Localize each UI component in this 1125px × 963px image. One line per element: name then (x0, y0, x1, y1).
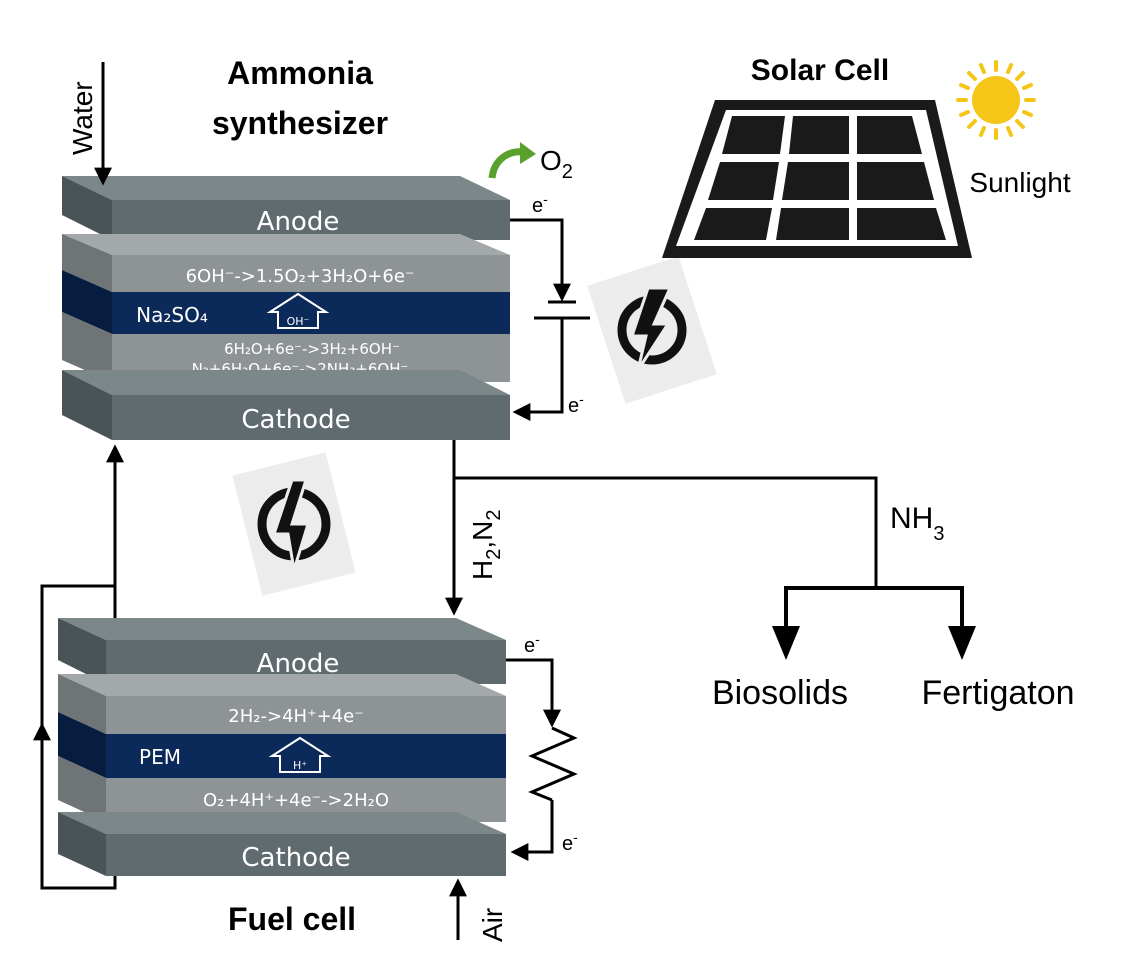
synthesizer-anode-reaction-layer: 6OH⁻->1.5O₂+3H₂O+6e⁻ (62, 234, 510, 292)
curved-green-arrow-icon (488, 148, 525, 179)
gas-flow-label: H2,N2 (467, 510, 505, 580)
o2-label: O2 (540, 145, 573, 183)
solar-cell-title: Solar Cell (751, 54, 889, 87)
water-input-arrow: Water (67, 62, 112, 186)
fuel-cell-circuit: e- e- (506, 631, 578, 861)
synthesizer-anode-reaction: 6OH⁻->1.5O₂+3H₂O+6e⁻ (186, 266, 415, 287)
fertigation-label: Fertigaton (921, 674, 1074, 712)
fuel-cell-cathode-label: Cathode (241, 843, 350, 873)
air-label: Air (477, 908, 508, 942)
biosolids-label: Biosolids (712, 674, 848, 712)
nh3-line (454, 476, 878, 588)
power-bolt-icon-middle (232, 452, 356, 596)
synthesizer-stack: Anode 6OH⁻->1.5O₂+3H₂O+6e⁻ Na₂SO₄ OH⁻ 6H… (62, 176, 510, 440)
synthesizer-electrolyte-layer: Na₂SO₄ OH⁻ (62, 270, 510, 334)
sunlight-label: Sunlight (969, 167, 1070, 198)
water-label: Water (67, 81, 98, 155)
oh-ion-arrow-icon: OH⁻ (266, 292, 330, 329)
synthesizer-title-line2: synthesizer (212, 105, 388, 141)
fuel-cell-electron-top: e- (524, 631, 540, 657)
synthesizer-electron-top: e- (532, 191, 548, 217)
power-bolt-icon (587, 256, 717, 404)
fuel-cell-pem-layer: PEM H⁺ (58, 712, 506, 778)
synthesizer-title-line1: Ammonia (227, 55, 373, 91)
synthesizer-cathode: Cathode (62, 370, 510, 440)
fuel-cell-stack: Anode 2H₂->4H⁺+4e⁻ PEM H⁺ O₂+4H⁺+4e⁻->2H… (58, 618, 506, 876)
fuel-cell-cathode: Cathode (58, 812, 506, 876)
outer-loop-line (40, 584, 117, 890)
fertigation-arrow-head (948, 626, 976, 660)
synthesizer-cathode-reaction-1: 6H₂O+6e⁻->3H₂+6OH⁻ (224, 340, 400, 358)
nh3-label: NH3 (890, 502, 944, 545)
sun-icon (956, 60, 1036, 140)
solar-panel-icon (662, 100, 972, 258)
synthesizer-anode-label: Anode (257, 207, 340, 237)
o2-output: O2 (488, 142, 573, 183)
synthesizer-electron-bottom: e- (568, 391, 584, 417)
oh-ion-label: OH⁻ (287, 315, 310, 328)
synthesizer-circuit: e- e- (510, 191, 590, 421)
h-ion-label: H⁺ (293, 759, 307, 772)
biosolids-arrow-head (772, 626, 800, 660)
synthesizer-electrolyte-label: Na₂SO₄ (136, 303, 208, 327)
fuel-cell-anode-reaction-layer: 2H₂->4H⁺+4e⁻ (58, 674, 506, 734)
fuel-cell-cathode-reaction: O₂+4H⁺+4e⁻->2H₂O (203, 790, 389, 811)
pem-label: PEM (139, 745, 181, 769)
synthesizer-anode: Anode (62, 176, 510, 240)
h-ion-arrow-icon: H⁺ (268, 736, 332, 773)
resistor-icon (528, 726, 578, 802)
fuel-cell-anode-reaction: 2H₂->4H⁺+4e⁻ (228, 706, 363, 727)
product-split-line (784, 586, 964, 640)
fuel-cell-title: Fuel cell (228, 901, 356, 937)
synthesizer-cathode-label: Cathode (241, 405, 350, 435)
fuel-cell-electron-bottom: e- (562, 829, 578, 855)
